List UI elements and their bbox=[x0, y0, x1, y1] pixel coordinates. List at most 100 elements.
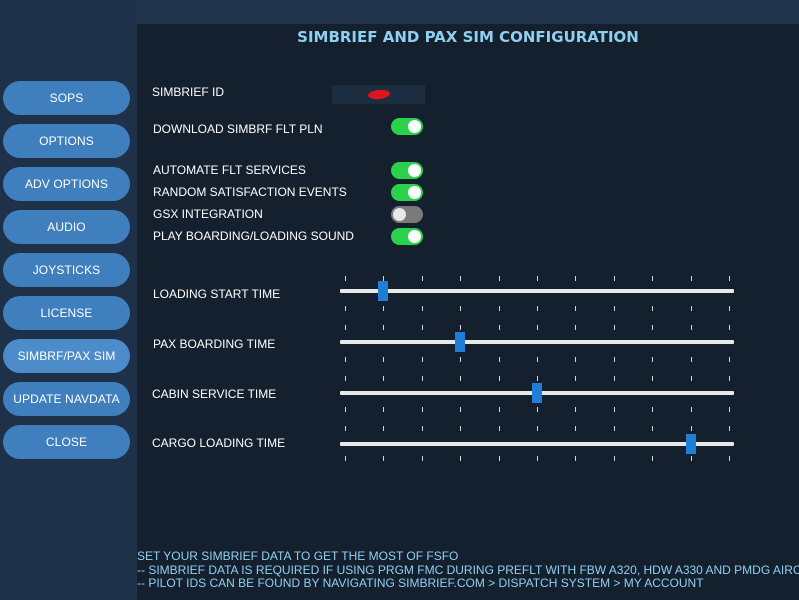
toggle-knob bbox=[393, 208, 406, 221]
tick-mark bbox=[690, 276, 692, 281]
tick-mark bbox=[537, 407, 538, 412]
tick-mark bbox=[729, 456, 730, 461]
tick-mark bbox=[729, 376, 730, 381]
tick-mark bbox=[498, 376, 500, 381]
tick-mark bbox=[460, 456, 462, 461]
tick-mark bbox=[460, 376, 462, 381]
tick-mark bbox=[575, 376, 577, 381]
slider-track bbox=[340, 340, 734, 344]
loading-start-time-label: LOADING START TIME bbox=[153, 287, 281, 301]
page-title: SIMBRIEF AND PAX SIM CONFIGURATION bbox=[297, 28, 639, 46]
tick-mark bbox=[575, 357, 577, 362]
tick-mark bbox=[460, 325, 462, 330]
redaction-mark bbox=[367, 88, 391, 101]
tick-mark bbox=[537, 325, 538, 330]
automate-flt-services-toggle[interactable] bbox=[391, 162, 423, 179]
tick-mark bbox=[421, 456, 423, 461]
toggle-knob bbox=[408, 230, 421, 243]
slider-ticks bbox=[340, 357, 734, 363]
sidebar-item-update-navdata[interactable]: UPDATE NAVDATA bbox=[3, 382, 130, 416]
tick-mark bbox=[613, 407, 615, 412]
tick-mark bbox=[537, 306, 538, 311]
slider-thumb[interactable] bbox=[455, 332, 466, 352]
tick-mark bbox=[498, 456, 500, 461]
slider-thumb[interactable] bbox=[532, 383, 542, 403]
loading-start-time-slider[interactable] bbox=[340, 281, 734, 301]
gsx-integration-toggle[interactable] bbox=[391, 206, 423, 223]
tick-mark bbox=[537, 456, 538, 461]
footer-line-1: SET YOUR SIMBRIEF DATA TO GET THE MOST O… bbox=[137, 549, 459, 563]
tick-mark bbox=[345, 426, 346, 431]
tick-mark bbox=[690, 407, 692, 412]
tick-mark bbox=[652, 456, 654, 461]
footer-line-3: -- PILOT IDS CAN BE FOUND BY NAVIGATING … bbox=[137, 576, 704, 590]
main-panel bbox=[137, 24, 799, 600]
slider-ticks-top bbox=[340, 276, 734, 282]
sidebar-item-adv-options[interactable]: ADV OPTIONS bbox=[3, 167, 130, 201]
cargo-loading-time-label: CARGO LOADING TIME bbox=[152, 436, 286, 450]
tick-mark bbox=[383, 407, 385, 412]
tick-mark bbox=[460, 276, 462, 281]
slider-ticks bbox=[340, 306, 734, 312]
tick-mark bbox=[421, 306, 423, 311]
download-flight-plan-toggle[interactable] bbox=[391, 118, 423, 135]
tick-mark bbox=[383, 376, 385, 381]
tick-mark bbox=[652, 376, 654, 381]
sidebar-item-joysticks[interactable]: JOYSTICKS bbox=[3, 253, 130, 287]
tick-mark bbox=[460, 426, 462, 431]
tick-mark bbox=[498, 325, 500, 330]
cabin-service-time-slider[interactable] bbox=[340, 383, 734, 403]
tick-mark bbox=[498, 306, 500, 311]
slider-ticks bbox=[340, 325, 734, 331]
tick-mark bbox=[729, 357, 730, 362]
tick-mark bbox=[421, 357, 423, 362]
tick-mark bbox=[498, 276, 500, 281]
simbrief-id-input[interactable] bbox=[332, 85, 425, 104]
tick-mark bbox=[690, 306, 692, 311]
sidebar-item-license[interactable]: LICENSE bbox=[3, 296, 130, 330]
cargo-loading-time-slider[interactable] bbox=[340, 434, 734, 454]
tick-mark bbox=[383, 357, 385, 362]
sidebar-item-options[interactable]: OPTIONS bbox=[3, 124, 130, 158]
sidebar-item-simbrf-pax-sim[interactable]: SIMBRF/PAX SIM bbox=[3, 339, 130, 373]
tick-mark bbox=[652, 357, 654, 362]
slider-ticks bbox=[340, 426, 734, 432]
play-boarding-sound-toggle[interactable] bbox=[391, 228, 423, 245]
tick-mark bbox=[537, 376, 538, 381]
tick-mark bbox=[729, 407, 730, 412]
tick-mark bbox=[345, 276, 346, 281]
tick-mark bbox=[383, 325, 385, 330]
tick-mark bbox=[421, 426, 423, 431]
pax-boarding-time-slider[interactable] bbox=[340, 332, 734, 352]
simbrief-id-label: SIMBRIEF ID bbox=[152, 85, 225, 99]
tick-mark bbox=[652, 276, 654, 281]
tick-mark bbox=[383, 426, 385, 431]
tick-mark bbox=[613, 276, 615, 281]
tick-mark bbox=[383, 276, 385, 281]
toggle-knob bbox=[408, 120, 421, 133]
close-button[interactable]: CLOSE bbox=[3, 425, 130, 459]
tick-mark bbox=[383, 456, 385, 461]
tick-mark bbox=[729, 426, 730, 431]
download-flight-plan-label: DOWNLOAD SIMBRF FLT PLN bbox=[153, 122, 323, 136]
tick-mark bbox=[652, 407, 654, 412]
slider-ticks bbox=[340, 376, 734, 382]
tick-mark bbox=[383, 306, 385, 311]
random-satisfaction-events-toggle[interactable] bbox=[391, 184, 423, 201]
tick-mark bbox=[613, 376, 615, 381]
tick-mark bbox=[537, 426, 538, 431]
slider-thumb[interactable] bbox=[378, 281, 389, 301]
tick-mark bbox=[421, 325, 423, 330]
sidebar-item-audio[interactable]: AUDIO bbox=[3, 210, 130, 244]
tick-mark bbox=[345, 376, 346, 381]
tick-mark bbox=[690, 426, 692, 431]
tick-mark bbox=[575, 306, 577, 311]
tick-mark bbox=[613, 456, 615, 461]
tick-mark bbox=[729, 276, 730, 281]
tick-mark bbox=[345, 407, 346, 412]
tick-mark bbox=[460, 407, 462, 412]
slider-thumb[interactable] bbox=[685, 434, 696, 454]
tick-mark bbox=[498, 407, 500, 412]
sidebar-item-sops[interactable]: SOPS bbox=[3, 81, 130, 115]
tick-mark bbox=[613, 306, 615, 311]
